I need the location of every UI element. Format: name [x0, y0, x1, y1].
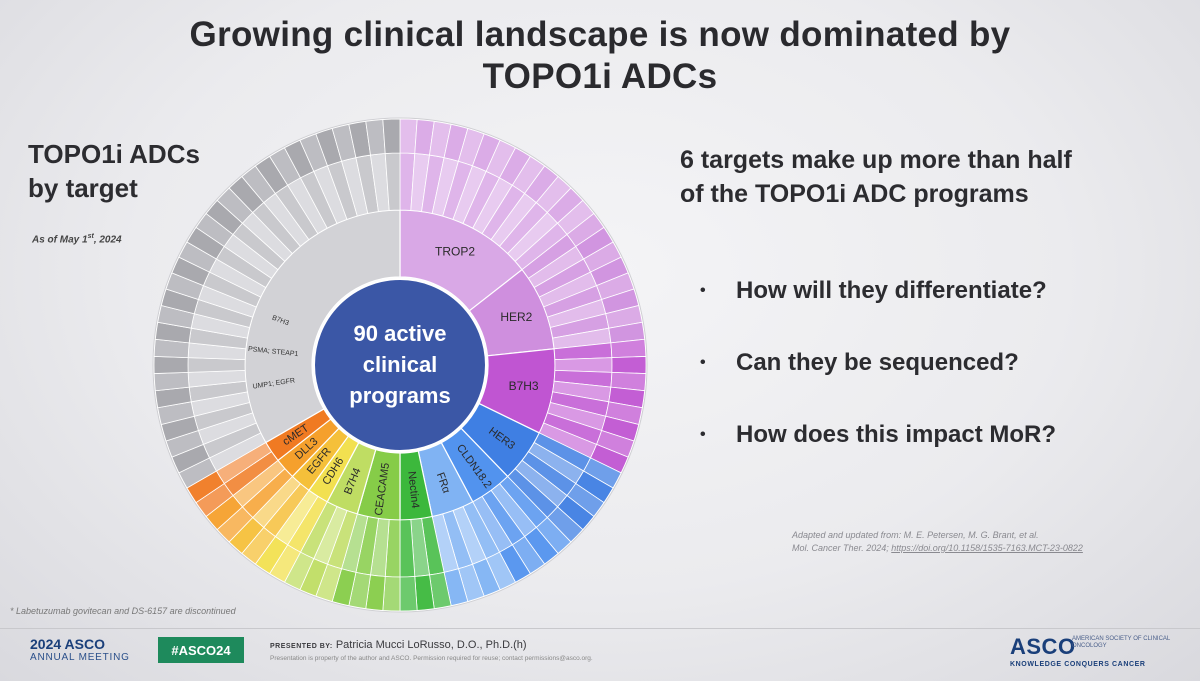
presented-by-label: PRESENTED BY:: [270, 643, 333, 650]
program-outer-segment: [153, 371, 190, 392]
target-label: Nectin4: [405, 471, 421, 509]
hashtag-badge: #ASCO24: [158, 637, 244, 663]
asco-tagline: KNOWLEDGE CONQUERS CANCER: [1010, 661, 1146, 668]
target-label: TROP2: [435, 244, 475, 258]
target-label: B7H3: [509, 379, 539, 393]
left-heading-line-2: by target: [28, 173, 138, 203]
center-circle: [313, 278, 487, 452]
citation-doi-link[interactable]: https://doi.org/10.1158/1535-7163.MCT-23…: [891, 543, 1083, 553]
target-label: HER2: [500, 310, 532, 324]
title-line-1: Growing clinical landscape is now domina…: [189, 15, 1011, 54]
program-segment: [187, 357, 246, 373]
left-heading: TOPO1i ADCs by target: [28, 137, 200, 205]
program-outer-segment: [610, 338, 647, 359]
as-of-suffix: , 2024: [93, 234, 122, 246]
presenter-info: PRESENTED BY: Patricia Mucci LoRusso, D.…: [270, 639, 593, 662]
slide-title: Growing clinical landscape is now domina…: [120, 14, 1080, 98]
bullet: •: [700, 282, 706, 299]
meeting-logo: 2024 ASCO ANNUAL MEETING: [30, 637, 130, 665]
footnote: * Labetuzumab govitecan and DS-6157 are …: [10, 606, 236, 616]
left-heading-line-1: TOPO1i ADCs: [28, 139, 200, 169]
meeting-year: 2024 ASCO: [30, 636, 105, 652]
question-text: Can they be sequenced?: [736, 349, 1019, 376]
program-outer-segment: [611, 356, 647, 374]
program-outer-segment: [382, 118, 401, 154]
question-text: How does this impact MoR?: [736, 421, 1057, 448]
meeting-subtitle: ANNUAL MEETING: [30, 652, 130, 663]
citation-journal: Mol. Cancer Ther. 2024;: [792, 543, 889, 553]
question-item: • How does this impact MoR?: [700, 418, 1056, 452]
question-item: • How will they differentiate?: [700, 274, 1056, 308]
as-of-date: As of May 1st, 2024: [32, 233, 122, 245]
program-outer-segment: [399, 118, 418, 154]
bullet: •: [700, 354, 706, 371]
question-list: • How will they differentiate? • Can the…: [700, 274, 1056, 490]
program-segment: [554, 357, 613, 373]
as-of-prefix: As of May 1: [32, 234, 88, 246]
center-label-line: 90 active: [354, 321, 447, 346]
center-label-line: programs: [349, 383, 450, 408]
citation: Adapted and updated from: M. E. Petersen…: [792, 529, 1162, 555]
asco-society-name: AMERICAN SOCIETY OF CLINICAL ONCOLOGY: [1072, 636, 1171, 649]
center-label-line: clinical: [363, 352, 438, 377]
bullet: •: [700, 426, 706, 443]
sunburst-chart: TROP2HER2B7H3HER3CLDN18.2FRαNectin4CEACA…: [152, 117, 648, 613]
footer-divider: [0, 628, 1200, 629]
right-heading-line-2: of the TOPO1i ADC programs: [680, 180, 1029, 208]
program-outer-segment: [153, 356, 189, 374]
right-heading: 6 targets make up more than half of the …: [680, 143, 1160, 211]
presenter-name: Patricia Mucci LoRusso, D.O., Ph.D.(h): [335, 639, 527, 651]
question-item: • Can they be sequenced?: [700, 346, 1056, 380]
citation-line-2: Mol. Cancer Ther. 2024; https://doi.org/…: [792, 542, 1162, 555]
asco-wordmark: ASCO: [1010, 634, 1076, 659]
right-heading-line-1: 6 targets make up more than half: [680, 146, 1072, 174]
program-outer-segment: [382, 576, 401, 612]
program-outer-segment: [399, 576, 418, 612]
presenter-note: Presentation is property of the author a…: [270, 655, 593, 662]
title-line-2: TOPO1i ADCs: [482, 57, 718, 96]
citation-line-1: Adapted and updated from: M. E. Petersen…: [792, 530, 1039, 540]
as-of-sup: st: [87, 233, 94, 240]
question-text: How will they differentiate?: [736, 277, 1047, 304]
asco-logo: ASCO AMERICAN SOCIETY OF CLINICAL ONCOLO…: [1010, 634, 1170, 668]
